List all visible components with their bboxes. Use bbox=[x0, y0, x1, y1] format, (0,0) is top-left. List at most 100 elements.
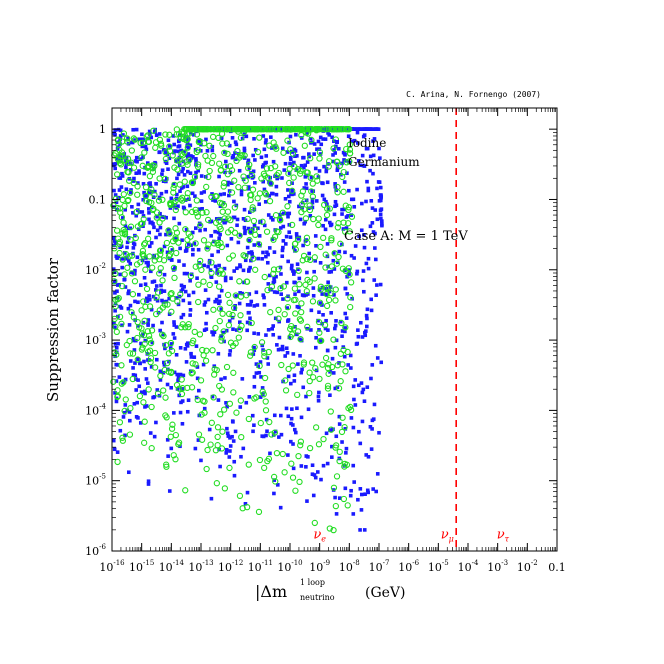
germanium-point bbox=[125, 169, 132, 176]
germanium-point bbox=[166, 251, 174, 258]
germanium-point bbox=[119, 230, 126, 237]
germanium-point bbox=[246, 191, 254, 199]
germanium-point bbox=[116, 205, 124, 212]
germanium-point bbox=[321, 126, 328, 133]
x-axis-label-sup: 1 loop bbox=[300, 578, 325, 587]
germanium-point bbox=[219, 208, 226, 215]
germanium-point bbox=[245, 461, 252, 468]
germanium-point bbox=[239, 505, 246, 512]
iodine-point bbox=[187, 301, 192, 305]
iodine-point bbox=[189, 351, 193, 356]
germanium-point bbox=[304, 323, 311, 330]
iodine-point bbox=[247, 395, 252, 399]
iodine-point bbox=[297, 305, 301, 310]
germanium-point bbox=[165, 350, 173, 357]
germanium-point bbox=[130, 164, 138, 171]
germanium-point bbox=[306, 444, 314, 452]
germanium-point bbox=[300, 361, 307, 368]
y-tick-exponent: -6 bbox=[99, 543, 106, 551]
x-tick-label: 10-9 bbox=[309, 559, 330, 574]
germanium-point bbox=[169, 421, 176, 428]
iodine-point bbox=[292, 269, 297, 274]
germanium-point bbox=[234, 147, 241, 155]
iodine-point bbox=[363, 127, 367, 131]
iodine-point bbox=[316, 394, 321, 399]
germanium-point bbox=[259, 388, 266, 395]
germanium-point bbox=[230, 304, 238, 312]
germanium-point bbox=[317, 286, 324, 293]
germanium-point bbox=[190, 337, 197, 344]
iodine-point bbox=[153, 189, 157, 194]
iodine-point bbox=[166, 228, 171, 232]
iodine-point bbox=[150, 340, 155, 345]
germanium-point bbox=[277, 217, 284, 224]
iodine-point bbox=[349, 197, 354, 202]
iodine-point bbox=[375, 472, 380, 476]
iodine-point bbox=[327, 289, 332, 294]
germanium-point bbox=[306, 202, 313, 209]
germanium-point bbox=[116, 419, 124, 426]
germanium-point bbox=[230, 389, 237, 396]
iodine-point bbox=[184, 227, 189, 232]
iodine-point bbox=[113, 342, 118, 346]
iodine-point bbox=[340, 440, 344, 444]
germanium-point bbox=[114, 393, 121, 401]
germanium-point bbox=[120, 191, 127, 198]
germanium-point bbox=[134, 318, 141, 326]
iodine-point bbox=[307, 154, 311, 159]
germanium-point bbox=[296, 126, 303, 133]
iodine-point bbox=[346, 363, 350, 367]
iodine-point bbox=[358, 127, 363, 131]
germanium-point bbox=[268, 431, 275, 438]
iodine-point bbox=[332, 148, 336, 152]
iodine-point bbox=[167, 144, 172, 148]
iodine-point bbox=[293, 430, 298, 435]
germanium-point bbox=[277, 285, 284, 292]
iodine-point bbox=[247, 267, 251, 272]
iodine-point bbox=[262, 147, 267, 152]
germanium-point bbox=[216, 270, 223, 277]
iodine-point bbox=[305, 270, 309, 275]
germanium-point bbox=[238, 322, 245, 330]
iodine-point bbox=[372, 402, 377, 407]
germanium-point bbox=[169, 152, 176, 159]
iodine-point bbox=[196, 438, 201, 442]
germanium-point bbox=[213, 366, 220, 374]
iodine-point bbox=[360, 390, 365, 395]
iodine-point bbox=[338, 319, 343, 324]
iodine-point bbox=[238, 320, 242, 325]
iodine-point bbox=[146, 323, 150, 327]
iodine-point bbox=[327, 133, 332, 137]
iodine-point bbox=[248, 321, 252, 326]
iodine-point bbox=[188, 278, 192, 283]
iodine-point bbox=[292, 192, 296, 196]
iodine-point bbox=[157, 132, 162, 136]
iodine-point bbox=[124, 187, 129, 192]
germanium-point bbox=[328, 237, 335, 244]
germanium-point bbox=[219, 428, 226, 435]
y-tick-label: 1 bbox=[99, 123, 106, 136]
germanium-point bbox=[204, 157, 211, 164]
iodine-point bbox=[279, 292, 283, 296]
iodine-point bbox=[303, 175, 308, 179]
iodine-point bbox=[299, 464, 304, 468]
germanium-point bbox=[221, 215, 228, 222]
iodine-point bbox=[356, 497, 360, 502]
iodine-point bbox=[158, 150, 162, 154]
germanium-point bbox=[221, 485, 229, 492]
y-tick-label: 10-3 bbox=[85, 332, 106, 347]
iodine-point bbox=[281, 224, 286, 229]
iodine-point bbox=[296, 362, 300, 366]
iodine-point bbox=[254, 362, 259, 366]
germanium-point bbox=[340, 219, 347, 226]
iodine-point bbox=[217, 294, 222, 299]
iodine-point bbox=[312, 142, 317, 146]
iodine-point bbox=[272, 290, 277, 294]
germanium-point bbox=[316, 155, 323, 162]
iodine-point bbox=[182, 149, 186, 154]
germanium-point bbox=[140, 241, 148, 248]
iodine-point bbox=[204, 310, 209, 315]
iodine-point bbox=[363, 492, 367, 496]
iodine-point bbox=[130, 140, 135, 145]
germanium-point bbox=[201, 126, 208, 133]
